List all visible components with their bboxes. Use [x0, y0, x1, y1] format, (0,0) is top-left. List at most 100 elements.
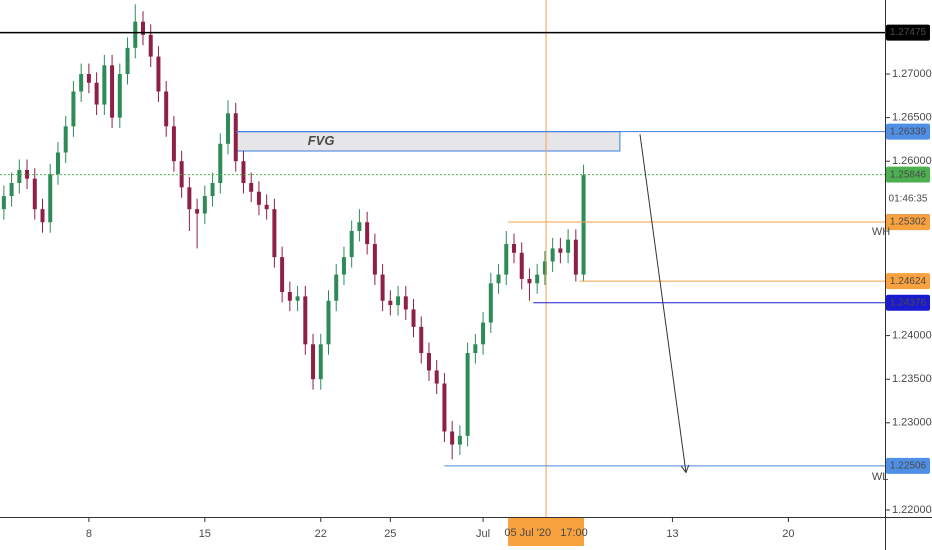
x-tick-label: 15	[199, 528, 211, 540]
candle-body	[411, 309, 416, 327]
y-tick-label: 1.24000	[892, 329, 932, 341]
y-tick-label: 1.26000	[892, 155, 932, 167]
candle-body	[504, 244, 509, 275]
candle-body	[171, 126, 176, 162]
candle-body	[457, 435, 462, 445]
candle-body	[496, 274, 501, 284]
candle-body	[372, 244, 377, 275]
candle-body	[349, 230, 354, 258]
y-tick-label: 1.23000	[892, 417, 932, 429]
candle-body	[334, 274, 339, 301]
candle-body	[63, 126, 68, 153]
level-label: 1.25302	[890, 217, 927, 228]
candle-body	[233, 113, 238, 162]
candle-body	[481, 322, 486, 345]
candle-body	[434, 370, 439, 384]
candle-body	[140, 21, 145, 35]
y-tick-label: 1.23500	[892, 373, 932, 385]
candle-body	[202, 196, 207, 214]
candle-body	[326, 300, 331, 345]
candle-body	[32, 178, 37, 210]
level-label: 1.22506	[890, 460, 927, 471]
candle-body	[125, 47, 130, 75]
level-label-box	[886, 214, 930, 231]
candle-body	[396, 296, 401, 306]
candle-body	[272, 209, 277, 258]
candle-body	[86, 74, 91, 83]
level-label: 1.24376	[890, 297, 927, 308]
candle-body	[488, 283, 493, 323]
candle-body	[55, 152, 60, 175]
candle-body	[9, 183, 14, 197]
candle-body	[388, 300, 393, 306]
candle-body	[535, 274, 540, 284]
candle-body	[94, 82, 99, 105]
candle-body	[133, 21, 138, 48]
candle-body	[550, 248, 555, 262]
candle-body	[465, 353, 470, 436]
level-label-box	[886, 166, 930, 183]
candle-body	[365, 222, 370, 245]
candle-body	[558, 248, 563, 253]
candle-body	[311, 344, 316, 380]
countdown-box	[886, 182, 930, 215]
candle-body	[210, 183, 215, 197]
annotation: WH	[872, 226, 890, 238]
candle-body	[295, 296, 300, 301]
x-tick-label: 13	[666, 528, 678, 540]
candle-body	[1, 196, 6, 210]
candle-body	[341, 257, 346, 275]
candle-body	[264, 204, 269, 210]
candle-body	[48, 174, 53, 223]
candle-body	[287, 291, 292, 301]
candle-body	[25, 169, 30, 179]
candle-body	[249, 183, 254, 192]
candle-body	[473, 344, 478, 354]
candle-body	[71, 91, 76, 127]
candle-body	[566, 239, 571, 253]
candle-body	[450, 431, 455, 445]
candle-body	[426, 353, 431, 371]
y-tick-label: 1.22000	[892, 504, 932, 516]
candle-body	[117, 74, 122, 118]
candle-body	[110, 65, 115, 118]
candle-body	[17, 169, 22, 184]
level-label-box	[886, 457, 930, 474]
candle-body	[419, 326, 424, 354]
candle-body	[164, 91, 169, 127]
candle-body	[519, 252, 524, 279]
level-label: 1.27475	[890, 27, 927, 38]
countdown: 01:46:35	[889, 193, 928, 204]
x-tick-label: 8	[86, 528, 92, 540]
crosshair-label-box	[508, 518, 585, 546]
candle-body	[226, 113, 231, 144]
fvg-zone	[235, 131, 621, 152]
candle-body	[187, 187, 192, 210]
candle-body	[102, 65, 107, 105]
level-label-box	[886, 294, 930, 311]
candle-body	[79, 74, 84, 92]
level-label: 1.25846	[890, 169, 927, 180]
candle-body	[303, 296, 308, 345]
x-tick-label: 25	[384, 528, 396, 540]
y-tick-label: 1.27000	[892, 68, 932, 80]
level-label-box	[886, 123, 930, 140]
candle-body	[280, 257, 285, 292]
candle-body	[195, 209, 200, 214]
arrow-shaft	[639, 134, 687, 473]
candle-body	[527, 278, 532, 284]
candle-body	[218, 143, 223, 184]
candle-body	[403, 296, 408, 310]
candle-body	[511, 244, 516, 253]
x-tick-label: Jul	[476, 528, 490, 540]
candle-body	[318, 344, 323, 380]
candle-body	[241, 161, 246, 184]
level-label: 1.26339	[890, 126, 927, 137]
level-label: 1.24624	[890, 276, 927, 287]
candle-body	[442, 383, 447, 432]
level-label-box	[886, 273, 930, 290]
candle-body	[40, 209, 45, 223]
fvg-label: FVG	[308, 133, 335, 148]
candle-body	[581, 175, 586, 275]
